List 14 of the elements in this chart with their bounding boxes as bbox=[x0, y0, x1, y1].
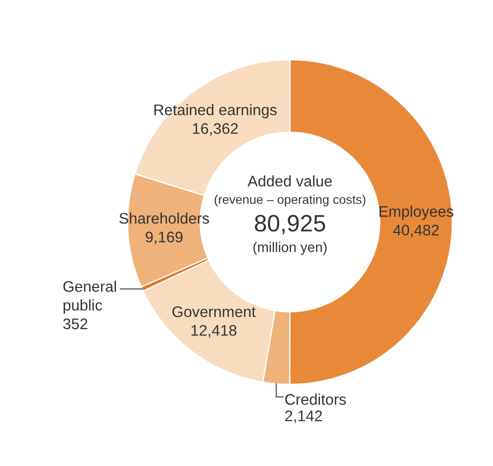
data-label: 12,418 bbox=[192, 324, 236, 338]
data-label: 9,169 bbox=[146, 232, 183, 244]
text: 80,925 bbox=[254, 214, 326, 234]
text: (revenue – operating costs) bbox=[214, 194, 366, 206]
text: (million yen) bbox=[253, 242, 327, 255]
data-label: 16,362 bbox=[193, 123, 238, 136]
text: Added value bbox=[248, 175, 332, 187]
data-label: 2,142 bbox=[285, 410, 322, 424]
data-label: 352 bbox=[63, 318, 88, 330]
slice-label: Creditors bbox=[285, 394, 346, 405]
slice-label: Government bbox=[172, 306, 256, 318]
slice-label: Retained earnings bbox=[154, 104, 277, 118]
data-label: 40,482 bbox=[393, 224, 439, 238]
slice-label: General public bbox=[63, 280, 116, 314]
